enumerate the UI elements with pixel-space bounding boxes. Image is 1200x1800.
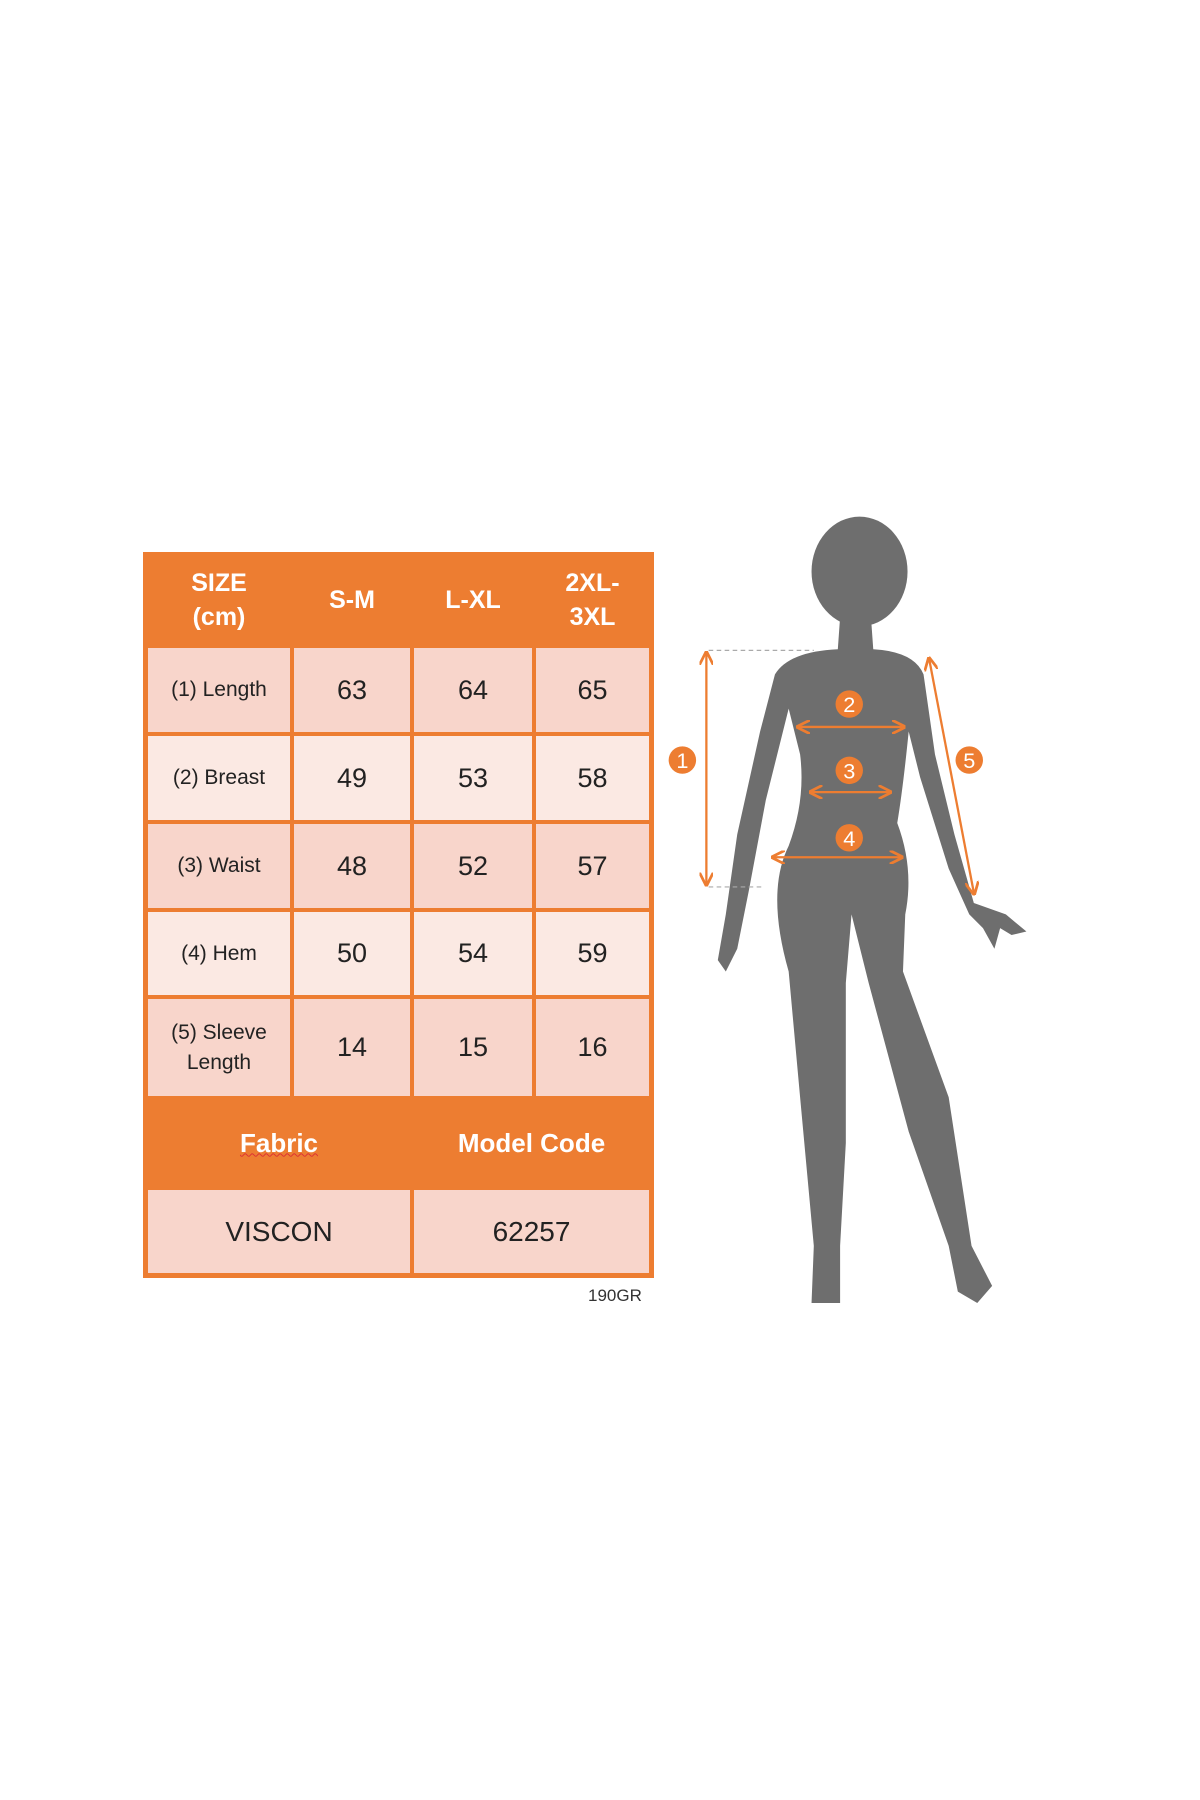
cell-value: 59 — [534, 910, 651, 997]
cell-value: 54 — [412, 910, 534, 997]
table-row: (3) Waist 48 52 57 — [146, 822, 651, 910]
table-header-row: SIZE (cm) S-M L-XL 2XL- 3XL — [146, 555, 651, 646]
model-code-value: 62257 — [412, 1188, 651, 1275]
cell-value: 50 — [292, 910, 412, 997]
guide-lines — [708, 649, 814, 888]
row-label: (1) Length — [146, 646, 292, 734]
model-code-header: Model Code — [412, 1098, 651, 1188]
cell-value: 57 — [534, 822, 651, 910]
cell-value: 15 — [412, 997, 534, 1098]
cell-value: 65 — [534, 646, 651, 734]
header-2xl-3xl: 2XL- 3XL — [534, 555, 651, 646]
marker-1: 1 — [668, 746, 697, 774]
cell-value: 63 — [292, 646, 412, 734]
svg-text:1: 1 — [676, 748, 688, 773]
cell-value: 52 — [412, 822, 534, 910]
table-row: (4) Hem 50 54 59 — [146, 910, 651, 997]
row-label: (3) Waist — [146, 822, 292, 910]
header-s-m: S-M — [292, 555, 412, 646]
cell-value: 64 — [412, 646, 534, 734]
cell-value: 14 — [292, 997, 412, 1098]
table-row: (2) Breast 49 53 58 — [146, 734, 651, 822]
cell-value: 58 — [534, 734, 651, 822]
marker-2: 2 — [835, 690, 863, 718]
table-row: (5) Sleeve Length 14 15 16 — [146, 997, 651, 1098]
cell-value: 16 — [534, 997, 651, 1098]
table-row: (1) Length 63 64 65 — [146, 646, 651, 734]
fabric-header: Fabric — [146, 1098, 412, 1188]
fabric-weight: 190GR — [588, 1286, 642, 1305]
size-chart-table: SIZE (cm) S-M L-XL 2XL- 3XL (1) Length 6… — [143, 552, 654, 1278]
header-l-xl: L-XL — [412, 555, 534, 646]
fabric-label: Fabric — [239, 1127, 319, 1158]
row-label: (2) Breast — [146, 734, 292, 822]
woman-silhouette — [717, 516, 1027, 1304]
marker-4: 4 — [835, 824, 863, 852]
svg-text:4: 4 — [843, 826, 855, 851]
svg-text:5: 5 — [963, 748, 975, 773]
cell-value: 49 — [292, 734, 412, 822]
fabric-value: VISCON — [146, 1188, 412, 1275]
svg-text:3: 3 — [843, 758, 855, 783]
header-size: SIZE (cm) — [146, 555, 292, 646]
marker-5: 5 — [955, 746, 983, 774]
row-label: (4) Hem — [146, 910, 292, 997]
cell-value: 48 — [292, 822, 412, 910]
row-label: (5) Sleeve Length — [146, 997, 292, 1098]
info-header-row: Fabric Model Code — [146, 1098, 651, 1188]
svg-text:2: 2 — [843, 692, 855, 717]
measurement-arrows — [706, 654, 973, 893]
info-value-row: VISCON 62257 — [146, 1188, 651, 1275]
cell-value: 53 — [412, 734, 534, 822]
marker-3: 3 — [835, 756, 863, 785]
